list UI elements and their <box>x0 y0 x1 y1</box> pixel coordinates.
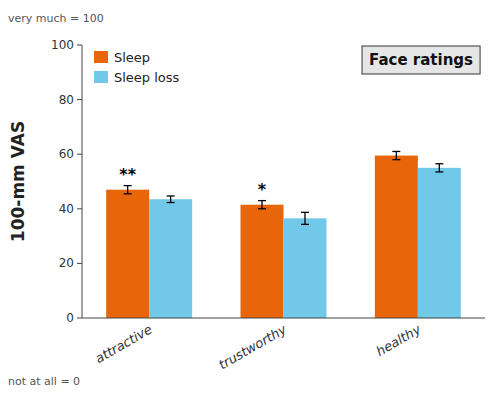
title-box <box>362 46 480 74</box>
legend-swatch <box>94 51 108 63</box>
error-cap <box>301 224 309 225</box>
y-tick-label: 40 <box>59 202 74 216</box>
bar <box>149 199 192 318</box>
error-bar <box>258 201 266 209</box>
title-group: Face ratings <box>362 46 480 74</box>
error-cap <box>124 185 132 186</box>
bar <box>106 190 149 318</box>
error-bar <box>167 196 175 203</box>
error-cap <box>167 202 175 203</box>
error-stem <box>127 186 128 194</box>
y-tick <box>77 154 82 155</box>
y-tick-label: 0 <box>66 311 74 325</box>
chart-container: 020406080100***attractivetrustworthyheal… <box>0 0 500 401</box>
bar <box>418 168 461 318</box>
error-bar <box>435 164 443 172</box>
error-cap <box>435 171 443 172</box>
error-bar <box>392 151 400 159</box>
y-axis-label: 100-mm VAS <box>8 121 28 242</box>
bottom-label: not at all = 0 <box>8 375 80 388</box>
significance-label: * <box>258 180 267 199</box>
legend: Sleep Sleep loss <box>94 50 180 85</box>
title: Face ratings <box>369 51 473 69</box>
error-stem <box>439 164 440 172</box>
y-tick <box>77 99 82 100</box>
plot-area <box>106 151 461 318</box>
error-cap <box>435 163 443 164</box>
significance-label: ** <box>119 165 136 184</box>
y-axis-line <box>82 45 83 318</box>
y-axis: 0 20 40 60 80 100 <box>51 38 82 325</box>
legend-swatch <box>94 71 108 83</box>
x-axis: attractive trustworthy healthy <box>93 321 424 372</box>
y-tick <box>77 208 82 209</box>
x-axis-line <box>82 318 485 319</box>
error-stem <box>261 201 262 209</box>
y-tick-label: 80 <box>59 93 74 107</box>
bar <box>284 218 327 318</box>
error-cap <box>258 208 266 209</box>
y-tick <box>77 45 82 46</box>
y-tick-label: 60 <box>59 147 74 161</box>
error-cap <box>392 159 400 160</box>
top-label: very much = 100 <box>8 12 104 25</box>
x-tick-label: attractive <box>93 322 155 367</box>
error-bar <box>301 212 309 224</box>
error-cap <box>258 200 266 201</box>
x-tick-label: healthy <box>374 321 424 359</box>
y-tick <box>77 318 82 319</box>
annotations: *** <box>119 165 267 199</box>
error-bar <box>124 186 132 194</box>
bar <box>241 205 284 318</box>
error-cap <box>301 212 309 213</box>
bar <box>375 156 418 318</box>
error-stem <box>396 151 397 159</box>
legend-label: Sleep loss <box>114 70 180 85</box>
y-tick-label: 20 <box>59 256 74 270</box>
error-stem <box>170 196 171 203</box>
error-cap <box>392 151 400 152</box>
chart: 020406080100***attractivetrustworthyheal… <box>0 0 500 401</box>
x-tick-label: trustworthy <box>216 321 289 372</box>
error-cap <box>124 193 132 194</box>
error-cap <box>167 195 175 196</box>
y-tick <box>77 263 82 264</box>
legend-label: Sleep <box>114 50 150 65</box>
error-stem <box>304 212 305 224</box>
y-tick-label: 100 <box>51 38 74 52</box>
